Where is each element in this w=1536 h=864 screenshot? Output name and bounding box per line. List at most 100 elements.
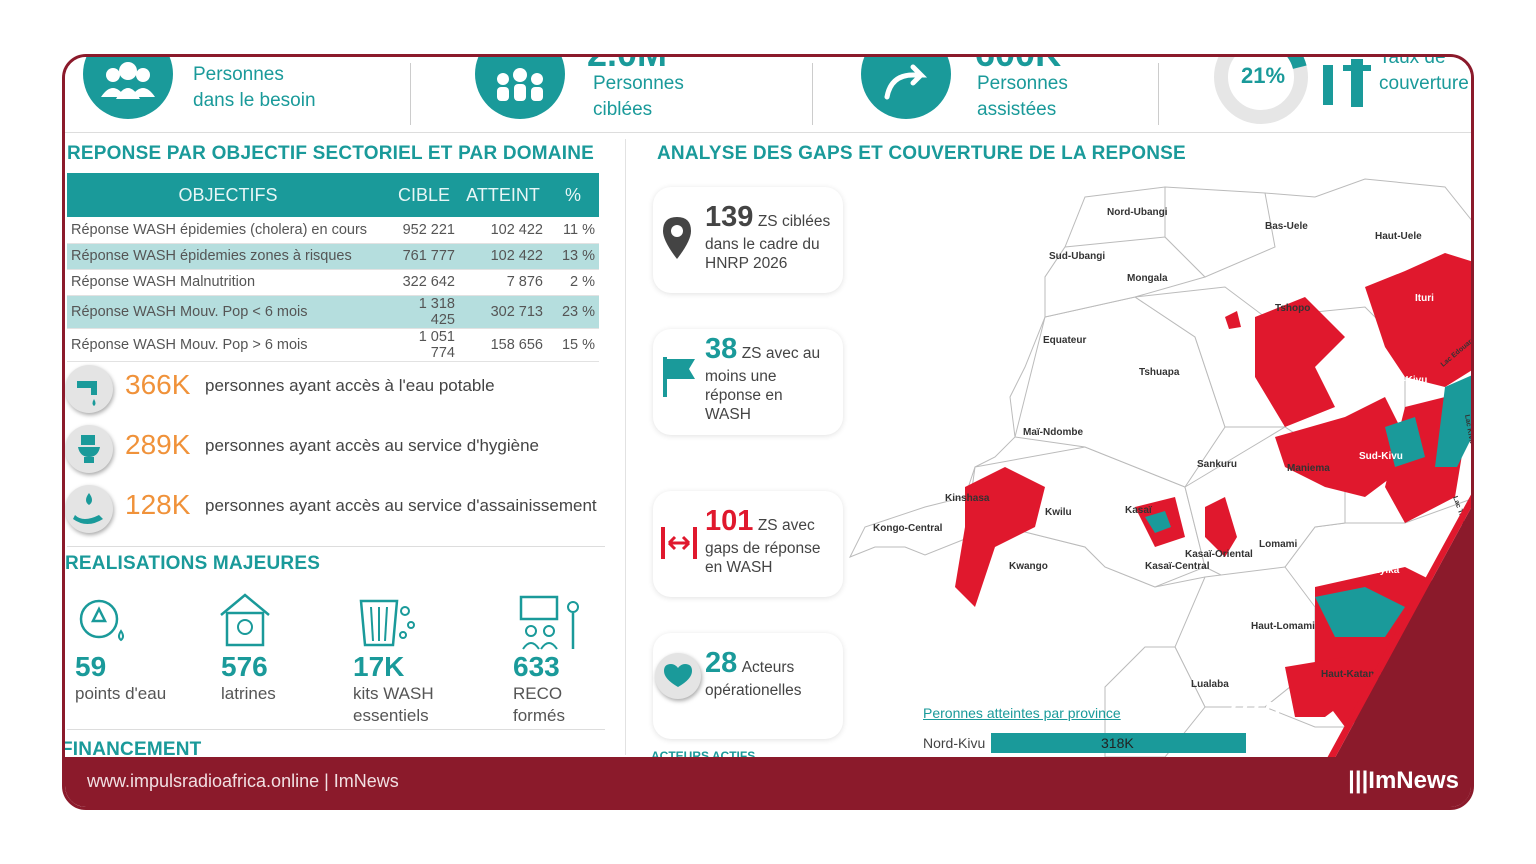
- logo-bars-icon: |||: [1348, 767, 1369, 794]
- map-label: Lomami: [1259, 539, 1298, 550]
- map-label: Kinshasa: [945, 493, 990, 504]
- acteurs-title: ACTEURS ACTIFS: [651, 749, 756, 757]
- card-text: moins une réponse en WASH: [705, 368, 783, 423]
- latrine-icon: [215, 589, 275, 654]
- map-label: Mongala: [1127, 273, 1168, 284]
- people-group-icon: [83, 57, 173, 119]
- map-label: Equateur: [1043, 335, 1086, 346]
- access-sanitation: 128K personnes ayant accès au service d'…: [65, 485, 605, 535]
- cell: 102 422: [459, 217, 547, 244]
- card-actors: 28 Acteurs opérationelles: [653, 633, 843, 739]
- kpi-label: Taux de couverture: [1379, 54, 1469, 94]
- realisation-latrines: 576 latrines: [221, 651, 361, 705]
- map-label: Nord-Kivu: [1379, 375, 1427, 386]
- card-zs-response: 38 ZS avec au moins une réponse en WASH: [653, 329, 843, 435]
- section-title-realisations: REALISATIONS MAJEURES: [65, 553, 321, 574]
- realisation-label: points d'eau: [75, 684, 167, 703]
- map-label: Kasaï-Central: [1145, 561, 1210, 572]
- realisation-label: formés: [513, 706, 565, 725]
- logo-slashes-icon: /////: [1225, 697, 1283, 735]
- card-suffix: ZS avec au: [741, 345, 821, 362]
- column-divider: [625, 139, 626, 755]
- access-text: personnes ayant accès au service d'hygiè…: [205, 436, 540, 455]
- footer: www.impulsradioafrica.online | ImNews ||…: [65, 757, 1471, 807]
- kpi-people-in-need: Personnes dans le besoin: [83, 57, 413, 133]
- cell: 15 %: [547, 328, 599, 362]
- table-row: Réponse WASH Mouv. Pop > 6 mois 1 051 774…: [67, 328, 599, 362]
- access-water: 366K personnes ayant accès à l'eau potab…: [65, 365, 605, 415]
- bar-fill: 318K: [991, 733, 1246, 753]
- kpi-label: Personnes dans le besoin: [193, 64, 316, 111]
- map-label: Sud-Kivu: [1359, 451, 1403, 462]
- cell: 7 876: [459, 269, 547, 296]
- card-number: 28: [705, 647, 738, 679]
- kpi-value: 600K: [975, 57, 1061, 75]
- divider: [812, 63, 813, 125]
- map-label: Haut-Uele: [1375, 231, 1422, 242]
- map-label: Lac Kivu: [1463, 414, 1474, 444]
- map-label: Tshopo: [1275, 303, 1310, 314]
- map-label: Tanganyika: [1345, 565, 1400, 576]
- card-text: opérationelles: [705, 682, 802, 699]
- footer-url[interactable]: www.impulsradioafrica.online | ImNews: [87, 771, 399, 791]
- cell: Réponse WASH Malnutrition: [67, 269, 389, 296]
- card-suffix: Acteurs: [741, 659, 795, 676]
- card-text: dans le cadre du HNRP 2026: [705, 236, 820, 272]
- kpi-label: Personnes ciblées: [593, 73, 684, 120]
- map-label: Haut-Lomami: [1251, 621, 1315, 632]
- access-text: personnes ayant accès au service d'assai…: [205, 496, 597, 515]
- bar-track: 318K: [991, 733, 1251, 753]
- map-label: Bas-Uele: [1265, 221, 1308, 232]
- realisation-label: essentiels: [353, 706, 429, 725]
- divider: [410, 63, 411, 125]
- realisation-value: 576: [221, 651, 268, 682]
- card-number: 139: [705, 201, 754, 233]
- persons-icon: [1317, 57, 1377, 118]
- map-label: Kongo-Central: [873, 523, 943, 534]
- water-point-icon: [71, 589, 131, 654]
- handshake-icon: [655, 653, 701, 699]
- col-objectifs: OBJECTIFS: [67, 173, 389, 217]
- kpi-coverage: 21% Taux de couverture: [1211, 54, 1471, 133]
- realisation-water-points: 59 points d'eau: [75, 651, 215, 705]
- section-title-gaps: ANALYSE DES GAPS ET COUVERTURE DE LA REP…: [657, 143, 1186, 164]
- divider: [67, 729, 605, 730]
- section-title-financement: FINANCEMENT: [62, 739, 202, 760]
- decor-swoosh: [1300, 494, 1471, 807]
- table-row: Réponse WASH Malnutrition 322 642 7 876 2 %: [67, 269, 599, 296]
- family-icon: [475, 57, 565, 119]
- col-cible: CIBLE: [389, 173, 459, 217]
- map-label: Maniema: [1287, 463, 1330, 474]
- hand-arrow-icon: [861, 57, 951, 119]
- toilet-icon: [65, 425, 113, 473]
- map-label: Kasaï-Oriental: [1185, 549, 1253, 560]
- map-label: Nord-Ubangi: [1107, 207, 1168, 218]
- table-row: Réponse WASH Mouv. Pop < 6 mois 1 318 425…: [67, 295, 599, 329]
- cell: 2 %: [547, 269, 599, 296]
- gap-arrows-icon: [659, 525, 699, 566]
- card-suffix: ZS avec: [757, 517, 815, 534]
- flag-icon: [659, 353, 699, 406]
- realisation-label: RECO: [513, 684, 563, 703]
- card-number: 38: [705, 333, 738, 365]
- card-number: 101: [705, 505, 754, 537]
- cell: 158 656: [459, 328, 547, 362]
- card-text: gaps de réponse en WASH: [705, 540, 821, 576]
- realisation-value: 633: [513, 651, 560, 682]
- realisation-reco: 633 RECO formés: [513, 651, 653, 727]
- location-pin-icon: [661, 215, 693, 266]
- bar-label: 318K: [1101, 735, 1134, 751]
- map-label: Kwango: [1009, 561, 1048, 572]
- map-label: Maï-Ndombe: [1023, 427, 1083, 438]
- map-label: Kasaï: [1125, 505, 1152, 516]
- cell: 302 713: [459, 295, 547, 329]
- map-label: Sud-Ubangi: [1049, 251, 1105, 262]
- cell: 1 318 425: [389, 295, 459, 329]
- realisation-value: 17K: [353, 651, 405, 682]
- access-value: 128K: [125, 489, 191, 520]
- card-zs-targeted: 139 ZS ciblées dans le cadre du HNRP 202…: [653, 187, 843, 293]
- map-label: Ituri: [1415, 293, 1434, 304]
